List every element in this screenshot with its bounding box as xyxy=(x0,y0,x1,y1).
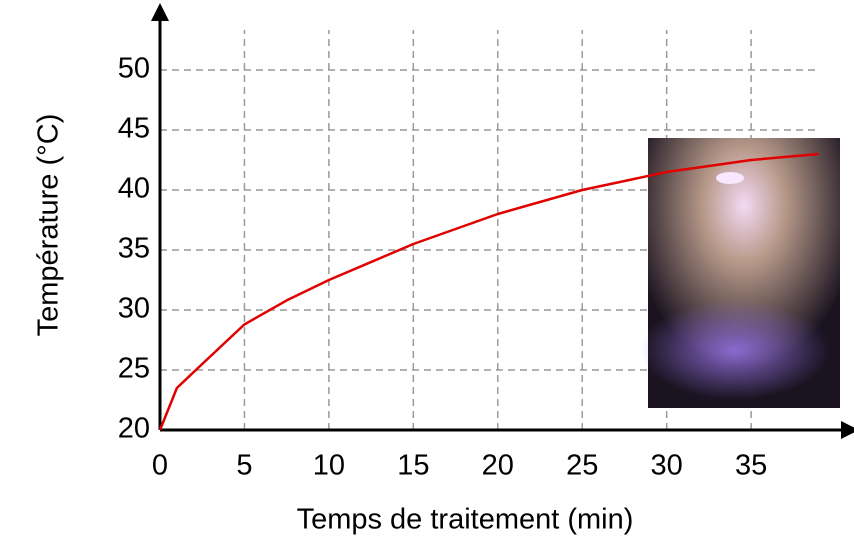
x-tick-label: 0 xyxy=(152,450,168,482)
y-tick-label: 35 xyxy=(118,233,150,265)
x-tick-label: 30 xyxy=(651,450,683,482)
x-axis-label: Temps de traitement (min) xyxy=(297,504,634,536)
y-tick-label: 20 xyxy=(118,413,150,445)
y-tick-label: 45 xyxy=(118,113,150,145)
plasma-photo xyxy=(640,138,840,408)
x-tick-label: 15 xyxy=(397,450,429,482)
y-tick-label: 25 xyxy=(118,353,150,385)
labels: Temps de traitement (min) Température (°… xyxy=(33,53,768,536)
line xyxy=(158,152,819,431)
y-tick-label: 40 xyxy=(118,173,150,205)
x-tick-label: 35 xyxy=(735,450,767,482)
y-axis-label: Température (°C) xyxy=(33,114,65,337)
axes xyxy=(151,3,854,439)
x-tick-label: 25 xyxy=(566,450,598,482)
y-tick-label: 50 xyxy=(118,53,150,85)
x-tick-label: 20 xyxy=(482,450,514,482)
x-tick-label: 10 xyxy=(313,450,345,482)
y-tick-label: 30 xyxy=(118,293,150,325)
plot xyxy=(158,152,819,431)
x-tick-label: 5 xyxy=(236,450,252,482)
